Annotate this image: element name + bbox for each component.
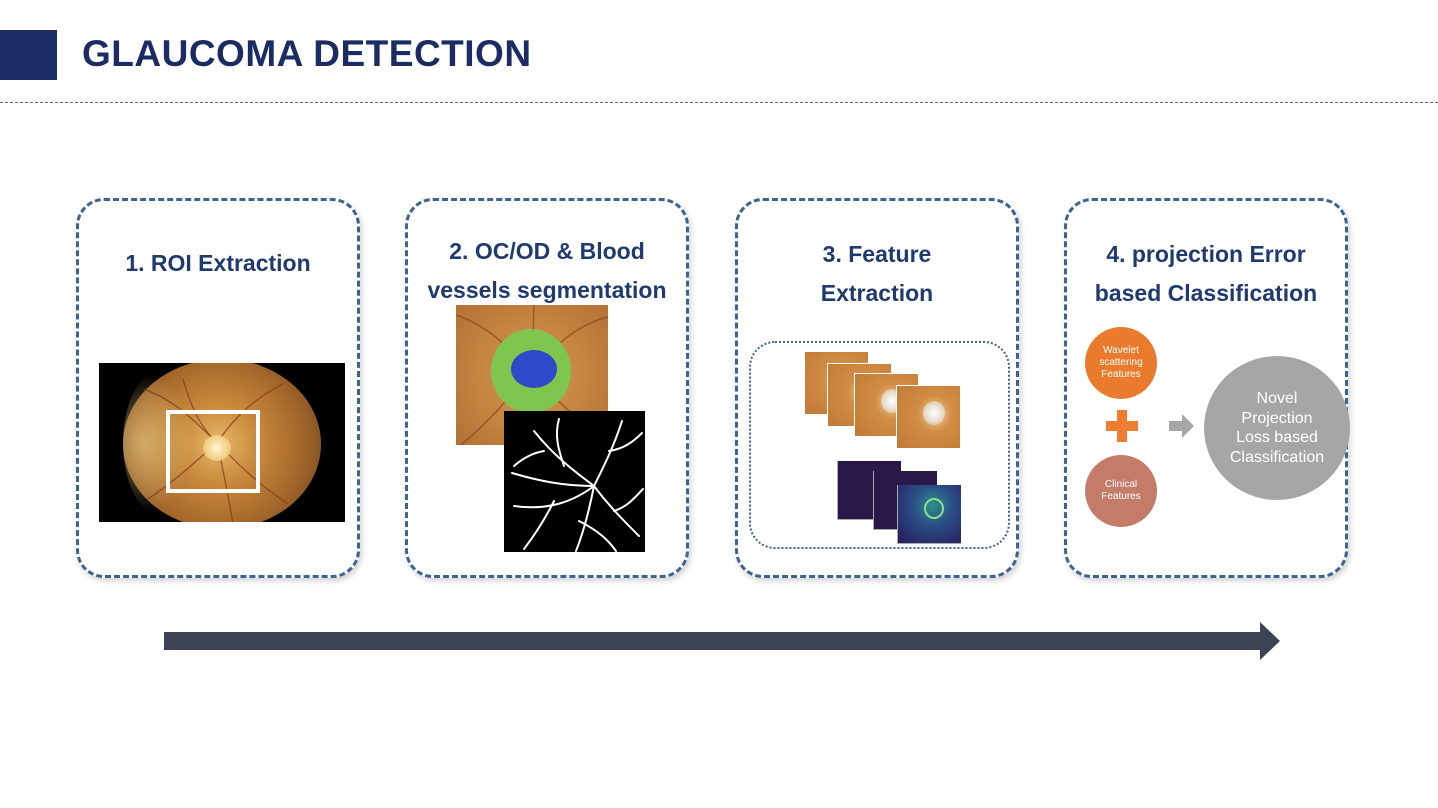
wavelet-features-node: Wavelet scattering Features (1085, 327, 1157, 399)
blood-vessel-map (504, 411, 645, 552)
step-card-segmentation: 2. OC/OD & Blood vessels segmentation (405, 198, 689, 578)
step-card-roi-extraction: 1. ROI Extraction (76, 198, 360, 578)
step-title-line: 3. Feature (822, 241, 932, 267)
node-label-line: Wavelet (1103, 345, 1139, 356)
step-title: 4. projection Error based Classification (1067, 235, 1345, 313)
optic-cup (923, 401, 945, 425)
step-title: 1. ROI Extraction (79, 244, 357, 283)
node-label-line: Classification (1229, 448, 1325, 466)
node-label-line: Projection (1241, 409, 1313, 427)
optic-cup-segment (511, 350, 557, 388)
vessel-tree (511, 418, 644, 552)
step-title: 3. Feature Extraction (738, 235, 1016, 313)
step-title-line: 1. ROI Extraction (125, 250, 311, 276)
roi-image-stack-item (896, 385, 961, 449)
node-label-line: Novel (1256, 390, 1298, 407)
step-title-line: 2. OC/OD & Blood (449, 238, 645, 264)
header-accent-block (0, 30, 57, 80)
step-card-feature-extraction: 3. Feature Extraction (735, 198, 1019, 578)
step-title-line: 4. projection Error (1106, 241, 1306, 267)
arrow-right-icon (1169, 414, 1194, 438)
step-title-line: vessels segmentation (427, 277, 667, 303)
step-title: 2. OC/OD & Blood vessels segmentation (408, 232, 686, 310)
plus-icon (1106, 410, 1138, 442)
node-label-line: Features (1101, 491, 1141, 502)
feature-panel (749, 341, 1010, 549)
process-flow-arrow (164, 622, 1280, 660)
node-label-line: Features (1101, 369, 1141, 380)
step-title-line: Extraction (820, 280, 934, 306)
page-title: GLAUCOMA DETECTION (82, 33, 532, 74)
classification-result-node: Novel Projection Loss based Classificati… (1204, 356, 1350, 500)
optic-disc-ring (924, 498, 944, 519)
node-label-line: Clinical (1104, 479, 1138, 490)
fundus-image (99, 363, 345, 522)
step-title-line: based Classification (1094, 280, 1318, 306)
roi-box (166, 410, 260, 493)
step-card-classification: 4. projection Error based Classification… (1064, 198, 1350, 578)
segmented-fundus-image (456, 305, 608, 445)
optic-disc (203, 435, 231, 461)
node-label-line: scattering (1099, 357, 1143, 368)
clinical-features-node: Clinical Features (1085, 455, 1157, 527)
node-label-line: Loss based (1236, 429, 1318, 446)
scattering-map (897, 485, 961, 544)
title-divider (0, 102, 1438, 103)
